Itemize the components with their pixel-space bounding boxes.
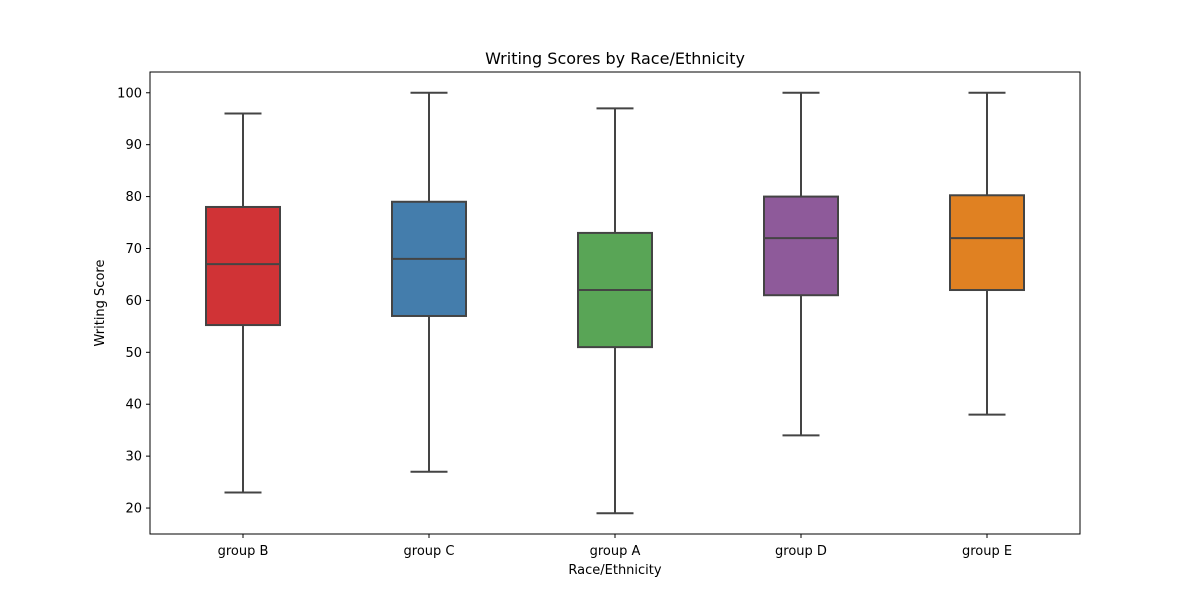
y-tick-label: 100 <box>117 86 142 101</box>
box-group-E <box>949 194 1025 292</box>
x-tick-label: group C <box>404 544 455 559</box>
x-tick-label: group B <box>218 544 269 559</box>
x-axis-label: Race/Ethnicity <box>568 563 661 578</box>
boxes-group <box>205 91 1025 515</box>
y-tick-label: 50 <box>125 346 142 361</box>
x-tick-label: group A <box>590 544 641 559</box>
y-axis-label: Writing Score <box>93 260 108 347</box>
y-axis: 20 30 40 50 60 70 80 90 100 <box>117 86 150 517</box>
y-tick-label: 40 <box>125 398 142 413</box>
y-tick-label: 20 <box>125 502 142 517</box>
y-tick-label: 80 <box>125 190 142 205</box>
x-axis: group B group C group A group D group E <box>218 534 1012 559</box>
chart-title: Writing Scores by Race/Ethnicity <box>485 49 745 68</box>
y-tick-label: 90 <box>125 138 142 153</box>
y-tick-label: 70 <box>125 242 142 257</box>
y-tick-label: 60 <box>125 294 142 309</box>
x-tick-label: group D <box>775 544 827 559</box>
box-group-B <box>205 205 281 327</box>
x-tick-label: group E <box>962 544 1012 559</box>
box-group-D <box>763 195 839 297</box>
y-tick-label: 30 <box>125 450 142 465</box>
